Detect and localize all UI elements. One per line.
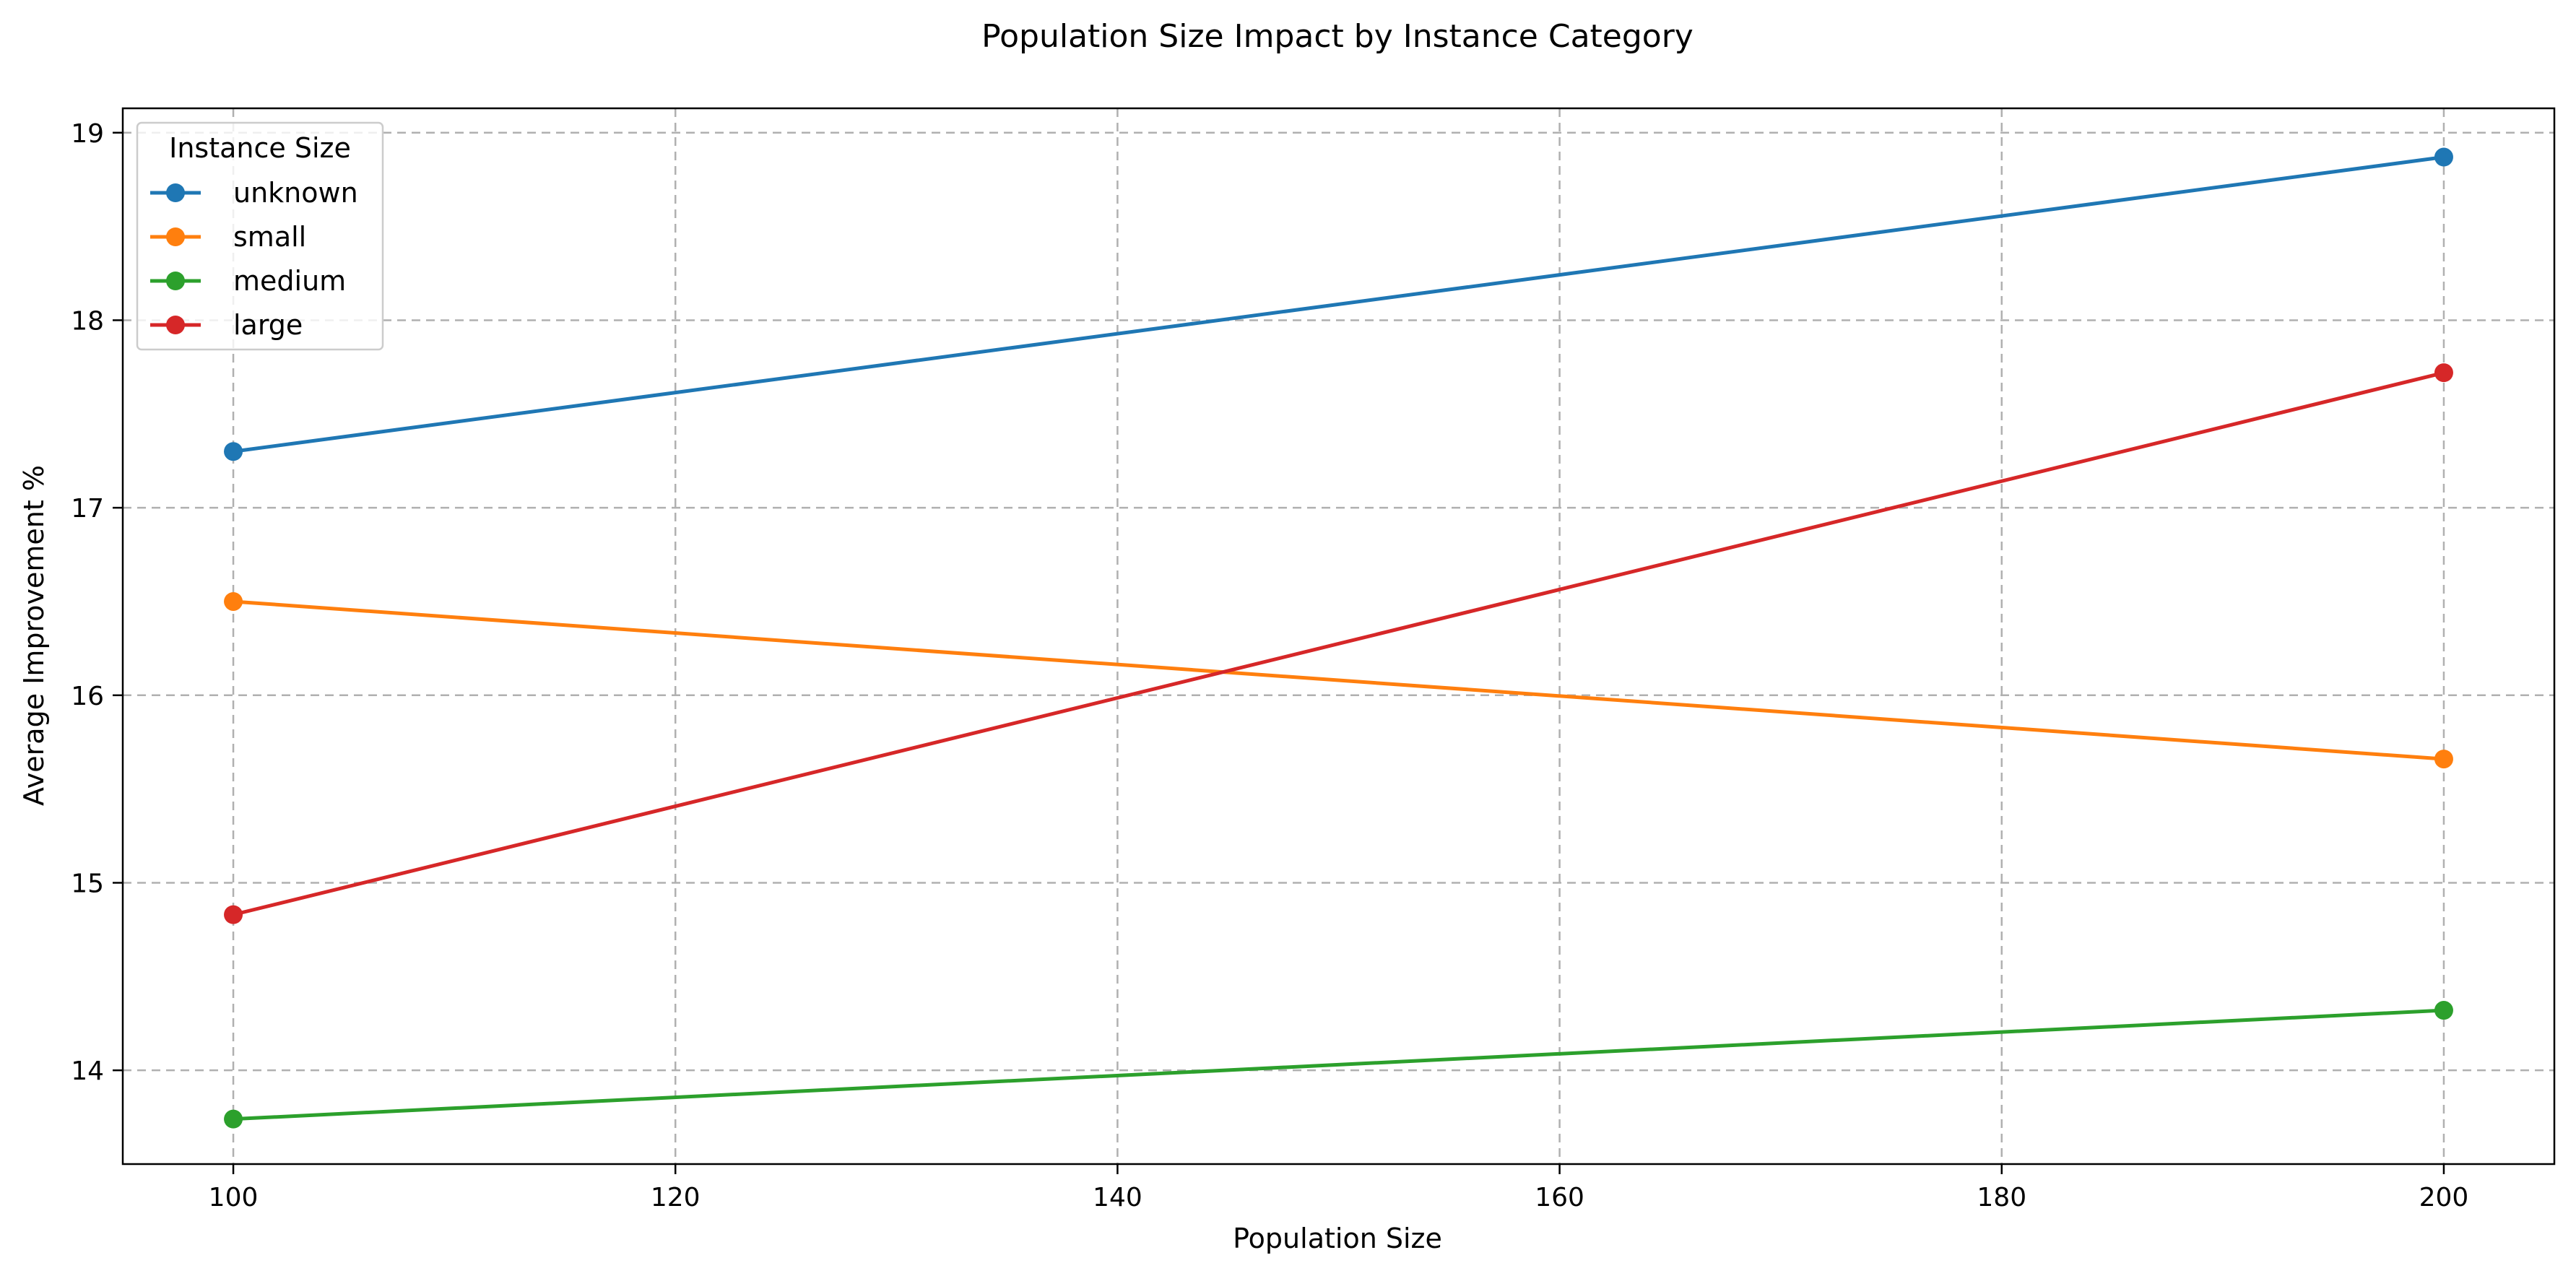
legend-swatch-marker: [166, 183, 185, 202]
legend-swatch-marker: [166, 316, 185, 334]
grid: [123, 108, 2554, 1164]
y-tick-label: 16: [71, 682, 104, 711]
legend-item-small: small: [150, 221, 306, 253]
data-point-unknown: [2434, 147, 2453, 167]
legend-label: medium: [233, 265, 346, 297]
data-point-unknown: [224, 442, 243, 461]
y-tick-label: 19: [71, 119, 104, 149]
x-tick-label: 100: [209, 1183, 259, 1212]
data-point-small: [224, 591, 243, 611]
series-large: [224, 363, 2453, 924]
data-point-small: [2434, 750, 2453, 769]
legend-item-medium: medium: [150, 265, 346, 297]
y-tick-label: 15: [71, 869, 104, 898]
legend-label: small: [233, 221, 306, 253]
series-small: [224, 591, 2453, 769]
x-tick-label: 180: [1977, 1183, 2026, 1212]
x-axis-label: Population Size: [1233, 1223, 1442, 1254]
y-tick-label: 14: [71, 1056, 104, 1086]
x-tick-label: 200: [2419, 1183, 2469, 1212]
legend-label: unknown: [233, 177, 358, 209]
y-axis-label: Average Improvement %: [18, 465, 50, 806]
legend: Instance Size unknown small medium large: [136, 121, 384, 351]
legend-swatch-marker: [166, 227, 185, 246]
plot-frame: [121, 107, 2556, 1166]
legend-label: large: [233, 309, 303, 341]
legend-swatch-marker: [166, 272, 185, 290]
y-tick-label: 18: [71, 306, 104, 336]
series-layer: [224, 147, 2453, 1129]
y-tick-label: 17: [71, 494, 104, 524]
data-point-large: [2434, 363, 2453, 383]
x-tick-label: 160: [1535, 1183, 1584, 1212]
series-medium: [224, 1001, 2453, 1129]
legend-box: [136, 121, 384, 351]
x-tick-label: 120: [651, 1183, 701, 1212]
data-point-medium: [2434, 1001, 2453, 1020]
x-tick-label: 140: [1093, 1183, 1142, 1212]
axis-ticks: 100 120 140 160 180 200 14 15 16 17 18 19: [71, 119, 2468, 1212]
data-point-large: [224, 905, 243, 924]
series-line-unknown: [233, 155, 2445, 453]
series-line-small: [233, 599, 2445, 761]
series-line-large: [233, 370, 2445, 917]
data-point-medium: [224, 1109, 243, 1129]
legend-item-large: large: [150, 309, 303, 341]
chart-title: Population Size Impact by Instance Categ…: [981, 18, 1694, 55]
series-line-medium: [233, 1008, 2445, 1121]
legend-item-unknown: unknown: [150, 177, 358, 209]
legend-title: Instance Size: [169, 132, 351, 164]
series-unknown: [224, 147, 2453, 461]
